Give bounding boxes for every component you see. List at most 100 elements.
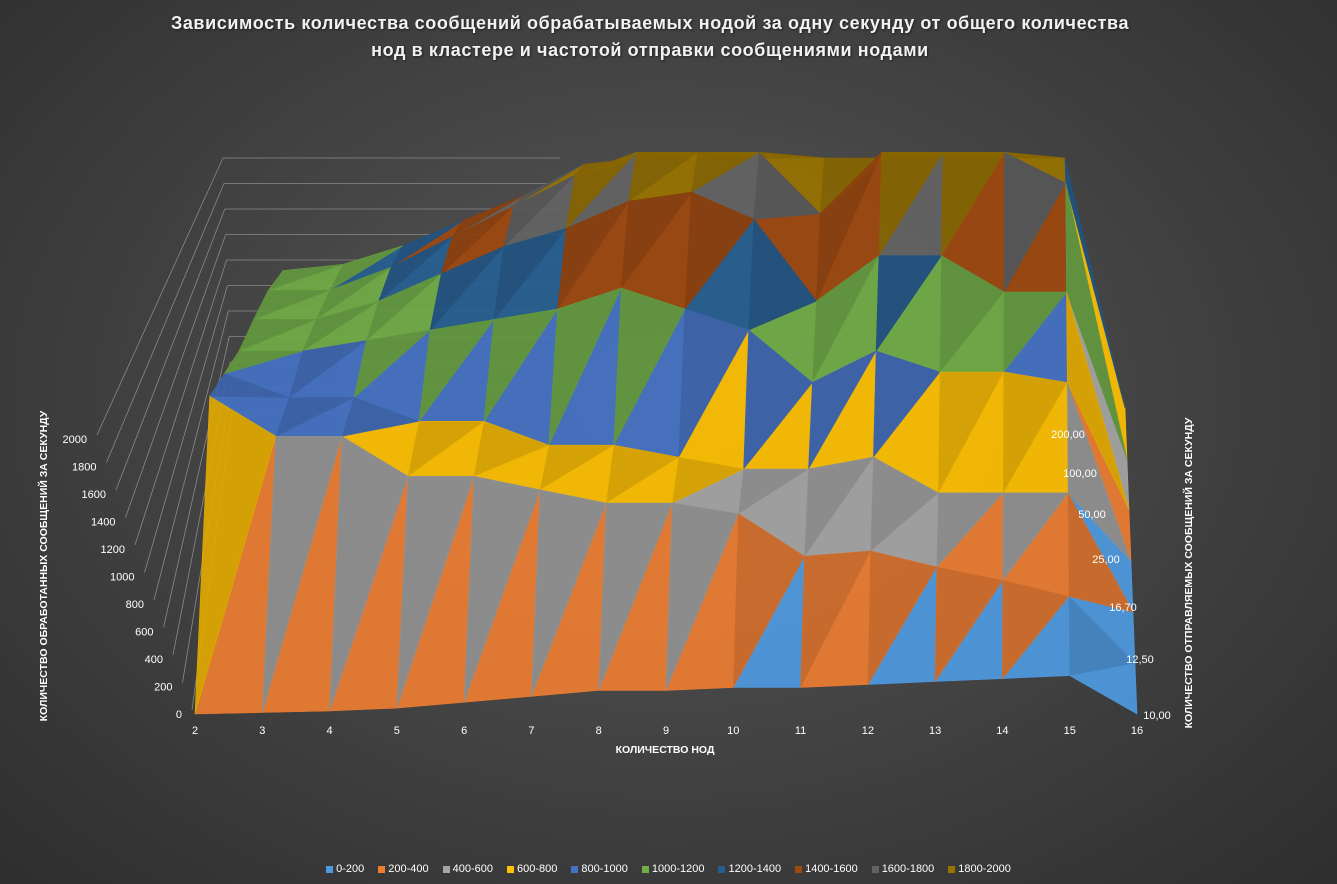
surface-facet <box>1066 291 1130 511</box>
z-tick-label: 200 <box>154 682 172 694</box>
surface-facet <box>275 397 355 437</box>
surface-facet <box>816 152 882 302</box>
surface-facet <box>1003 291 1068 373</box>
surface-facet <box>557 200 630 310</box>
surface-facet <box>1003 151 1067 294</box>
surface-facet <box>473 420 550 477</box>
legend-swatch <box>506 865 514 873</box>
x-tick-label: 6 <box>461 725 467 737</box>
depth-tick-label: 50,00 <box>1078 509 1106 521</box>
surface-facet <box>620 191 692 290</box>
surface-facet <box>873 350 941 459</box>
surface-facet <box>938 371 1005 493</box>
surface-facet <box>867 550 938 686</box>
x-tick-label: 9 <box>663 725 669 737</box>
legend-item: 200-400 <box>378 863 429 875</box>
legend-swatch <box>326 865 334 873</box>
legend-label: 1000-1200 <box>651 863 705 875</box>
surface-facet <box>758 151 825 159</box>
z-tick-label: 0 <box>176 709 182 721</box>
legend-item: 1800-2000 <box>948 863 1011 875</box>
surface-facet <box>800 550 872 688</box>
legend-swatch <box>442 865 450 873</box>
surface-facet <box>390 220 464 268</box>
legend: 0-200 200-400 400-600 600-800 800-1000 1000-1… <box>0 863 1337 875</box>
surface-facet <box>934 566 1004 683</box>
surface-facet <box>262 435 343 713</box>
surface-facet <box>878 152 944 257</box>
surface-facet <box>315 267 392 321</box>
x-tick-label: 11 <box>795 725 806 737</box>
z-axis-title: КОЛИЧЕСТВО ОБРАБОТАННЫХ СООБЩЕНИЙ ЗА СЕК… <box>37 410 50 721</box>
legend-item: 800-1000 <box>571 863 628 875</box>
legend-label: 1800-2000 <box>958 863 1011 875</box>
legend-label: 800-1000 <box>581 863 628 875</box>
x-tick-label: 3 <box>259 725 265 737</box>
legend-label: 0-200 <box>336 863 365 875</box>
surface-facet <box>941 152 1005 257</box>
surface-facet <box>341 397 421 437</box>
legend-label: 600-800 <box>516 863 558 875</box>
surface-facet <box>288 340 367 399</box>
legend-label: 200-400 <box>388 863 429 875</box>
z-gridline <box>125 234 227 518</box>
x-axis-ticks: 2 3 4 5 6 7 8 9 10 11 12 13 14 15 16 <box>192 725 1143 737</box>
chart-title: Зависимость количества сообщений обрабат… <box>70 10 1230 64</box>
legend-item: 0-200 <box>326 863 364 875</box>
surface-facet <box>418 319 495 423</box>
x-tick-label: 16 <box>1131 725 1143 737</box>
x-tick-label: 5 <box>394 725 400 737</box>
surface-facet <box>1067 492 1134 613</box>
surface-facet <box>302 300 379 352</box>
surface-facet <box>396 475 475 709</box>
legend-swatch <box>571 865 579 873</box>
x-tick-label: 4 <box>327 725 333 737</box>
x-tick-label: 12 <box>862 725 874 737</box>
surface-facet <box>209 373 290 398</box>
z-tick-label: 1000 <box>110 572 134 584</box>
surface-facet <box>613 287 686 446</box>
surface-facet <box>738 468 810 515</box>
legend-swatch <box>795 865 803 873</box>
surface-facet <box>598 502 673 691</box>
surface-facet <box>238 318 317 352</box>
surface-facet <box>1068 595 1136 676</box>
legend-swatch <box>378 865 386 873</box>
z-gridline <box>96 157 224 436</box>
surface-facet <box>678 308 750 458</box>
surface-facet <box>1064 157 1126 409</box>
surface-facet <box>194 395 277 715</box>
x-tick-label: 7 <box>528 725 534 737</box>
x-tick-label: 8 <box>596 725 602 737</box>
legend-swatch <box>641 865 649 873</box>
depth-axis-ticks: 10,00 12,50 16,70 25,00 50,00 100,00 200,00 <box>1051 429 1171 722</box>
surface-facet <box>690 152 761 193</box>
surface-facet <box>743 329 813 470</box>
surface-facet <box>548 287 622 446</box>
depth-tick-label: 10,00 <box>1143 710 1171 722</box>
surface-facet <box>804 456 875 558</box>
z-tick-label: 400 <box>145 654 163 666</box>
surface-facet <box>463 475 541 703</box>
surface-facet <box>493 227 568 321</box>
legend-item: 1600-1800 <box>871 863 935 875</box>
z-tick-label: 1200 <box>101 544 125 556</box>
legend-label: 1200-1400 <box>728 863 782 875</box>
depth-tick-label: 100,00 <box>1063 468 1097 480</box>
legend-label: 1600-1800 <box>881 863 935 875</box>
surface-facet <box>565 152 637 230</box>
surface-facet <box>429 246 505 332</box>
surface-facet <box>748 218 817 331</box>
legend-item: 1200-1400 <box>718 863 781 875</box>
depth-tick-label: 200,00 <box>1051 429 1085 441</box>
legend-item: 400-600 <box>442 863 493 875</box>
z-tick-label: 800 <box>126 599 144 611</box>
surface-facet <box>539 444 615 491</box>
surface-facet <box>939 255 1005 373</box>
surface-facet <box>329 435 409 712</box>
z-tick-label: 600 <box>135 627 153 639</box>
surface-facet <box>812 255 880 383</box>
surface-layer <box>194 151 1138 715</box>
legend-swatch <box>871 865 879 873</box>
legend-item: 1400-1600 <box>795 863 858 875</box>
